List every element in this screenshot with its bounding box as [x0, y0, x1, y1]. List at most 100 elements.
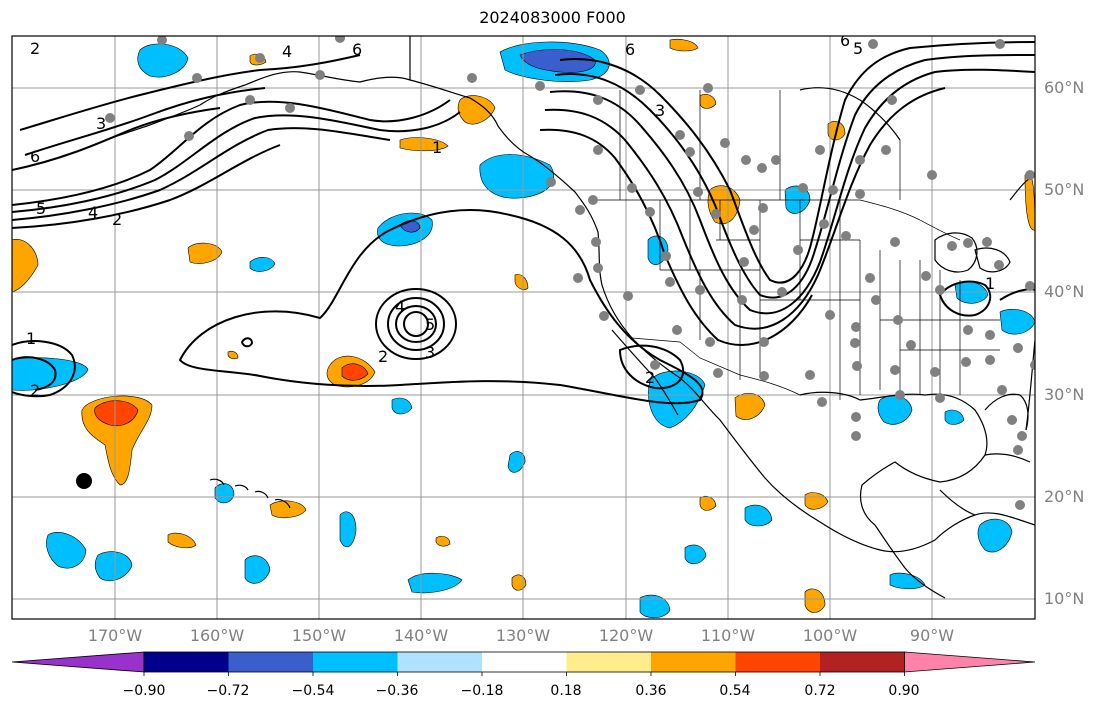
contour-label: 2	[30, 39, 40, 58]
contour-pacific-high-outer	[178, 209, 704, 405]
colorbar-tick-label: −0.18	[460, 683, 504, 699]
blue-blob-small-6	[391, 397, 413, 415]
yucatan	[939, 489, 976, 516]
us-mexico-border	[631, 337, 801, 396]
contour-trough-3	[549, 68, 1035, 315]
colorbar-segment	[397, 652, 482, 672]
blue-blob-small-5	[684, 544, 707, 565]
map-frame	[11, 35, 1036, 620]
station-markers	[105, 36, 1035, 510]
latitude-label: 20°N	[1044, 487, 1085, 506]
colorbar-tick-label: −0.54	[291, 683, 335, 699]
orange-blob-hawaii-west	[187, 242, 223, 264]
contour-label: 5	[425, 315, 435, 334]
contour-trough-2	[554, 54, 1035, 299]
contour-label: 2	[112, 210, 122, 229]
longitude-label: 90°W	[909, 626, 955, 645]
latitude-label: 40°N	[1044, 282, 1085, 301]
blue-blob-west-pacific-2	[94, 551, 133, 582]
contour-trough-4	[544, 87, 946, 330]
alaska-coast	[199, 71, 411, 106]
contour-label: 6	[840, 31, 850, 50]
blue-blob-small-4	[889, 572, 926, 590]
colorbar-segment	[566, 652, 651, 672]
contour-label: 1	[985, 274, 995, 293]
colorbar-tick-label: −0.90	[122, 683, 166, 699]
contour-label-group: 2 4 6 3 6 5 4 2 6 3 1 6 5 4 5 3 2 1 2 2 …	[26, 31, 995, 400]
black-point-marker	[76, 473, 92, 489]
blue-blob-small-2	[214, 483, 235, 504]
orange-blob-south-2	[167, 532, 197, 549]
contour-small-loop	[240, 337, 254, 348]
blue-blob-small-1	[249, 257, 276, 272]
latitude-label: 60°N	[1044, 78, 1085, 97]
contour-circle-2	[395, 305, 438, 343]
longitude-label: 100°W	[802, 626, 858, 645]
red-blob-west-pacific	[94, 400, 139, 427]
contour-north-3	[12, 107, 221, 171]
contour-west-edge-1	[12, 340, 76, 398]
blue-blob-yucatan	[977, 518, 1013, 553]
blue-blob-aleutian-west	[137, 43, 189, 78]
colorbar-min-extension	[11, 651, 145, 673]
orange-blob-south-5	[511, 574, 527, 591]
hudson-bay-edge	[799, 87, 901, 141]
colorbar-segment	[482, 652, 567, 672]
contour-label: 3	[96, 114, 106, 133]
latitude-label: 10°N	[1044, 589, 1085, 608]
contour-label: 1	[432, 138, 442, 157]
contour-label: 4	[282, 42, 292, 61]
contour-label: 2	[645, 368, 655, 387]
colorbar-tick-label: 0.36	[635, 683, 667, 699]
colorbar-tick-label: 0.18	[550, 683, 582, 699]
longitude-label: 150°W	[291, 626, 347, 645]
state-lines-east	[879, 250, 1000, 400]
latitude-label: 30°N	[1044, 385, 1085, 404]
contour-label: 6	[352, 40, 362, 59]
longitude-label: 160°W	[189, 626, 245, 645]
longitude-label: 120°W	[598, 626, 654, 645]
longitude-label: 110°W	[700, 626, 756, 645]
colorbar-segment	[228, 652, 313, 672]
colorbar-tick-label: 0.54	[719, 683, 751, 699]
orange-blob-top-center	[669, 38, 699, 52]
blue-blob-midpacific-1	[244, 555, 271, 584]
latitude-label: 50°N	[1044, 180, 1085, 199]
colorbar-tick-label: 0.72	[804, 683, 836, 699]
map-title: 2024083000 F000	[479, 8, 626, 27]
contour-label: 4	[88, 203, 98, 222]
contour-label: 6	[625, 40, 635, 59]
hawaii-islands	[209, 478, 291, 509]
great-lakes-shore	[934, 232, 978, 273]
contour-label: 5	[853, 39, 863, 58]
colorbar-tick-label: −0.36	[375, 683, 419, 699]
red-blob-central	[341, 363, 369, 381]
orange-blob-alaska	[457, 95, 496, 125]
contour-label: 2	[30, 381, 40, 400]
contour-east-loop	[938, 280, 992, 317]
contour-label: 5	[36, 199, 46, 218]
east-coast	[1025, 339, 1035, 431]
colorbar-segment	[313, 652, 398, 672]
central-america	[874, 524, 946, 599]
contour-east-1	[999, 288, 1035, 301]
contour-jet-1	[12, 99, 451, 206]
north-america-coast	[409, 36, 1035, 553]
longitude-label: 140°W	[393, 626, 449, 645]
contour-label: 2	[378, 347, 388, 366]
orange-blob-tiny-1	[435, 535, 451, 547]
contour-lines	[12, 41, 1035, 405]
orange-blob-gulf-alaska-south	[399, 137, 449, 152]
blue-blob-west-pacific-1	[46, 531, 87, 569]
contour-west-edge-2	[12, 356, 57, 391]
longitude-label: 130°W	[495, 626, 551, 645]
orange-blob-south-3	[804, 588, 826, 613]
orange-blob-baja-small	[514, 273, 529, 290]
contour-circle-3	[387, 297, 446, 351]
colorbar	[11, 651, 1036, 676]
contour-label: 3	[425, 343, 435, 362]
colorbar-max-extension	[904, 651, 1036, 673]
contour-jet-3	[12, 127, 391, 221]
contour-jet-2	[12, 111, 461, 213]
